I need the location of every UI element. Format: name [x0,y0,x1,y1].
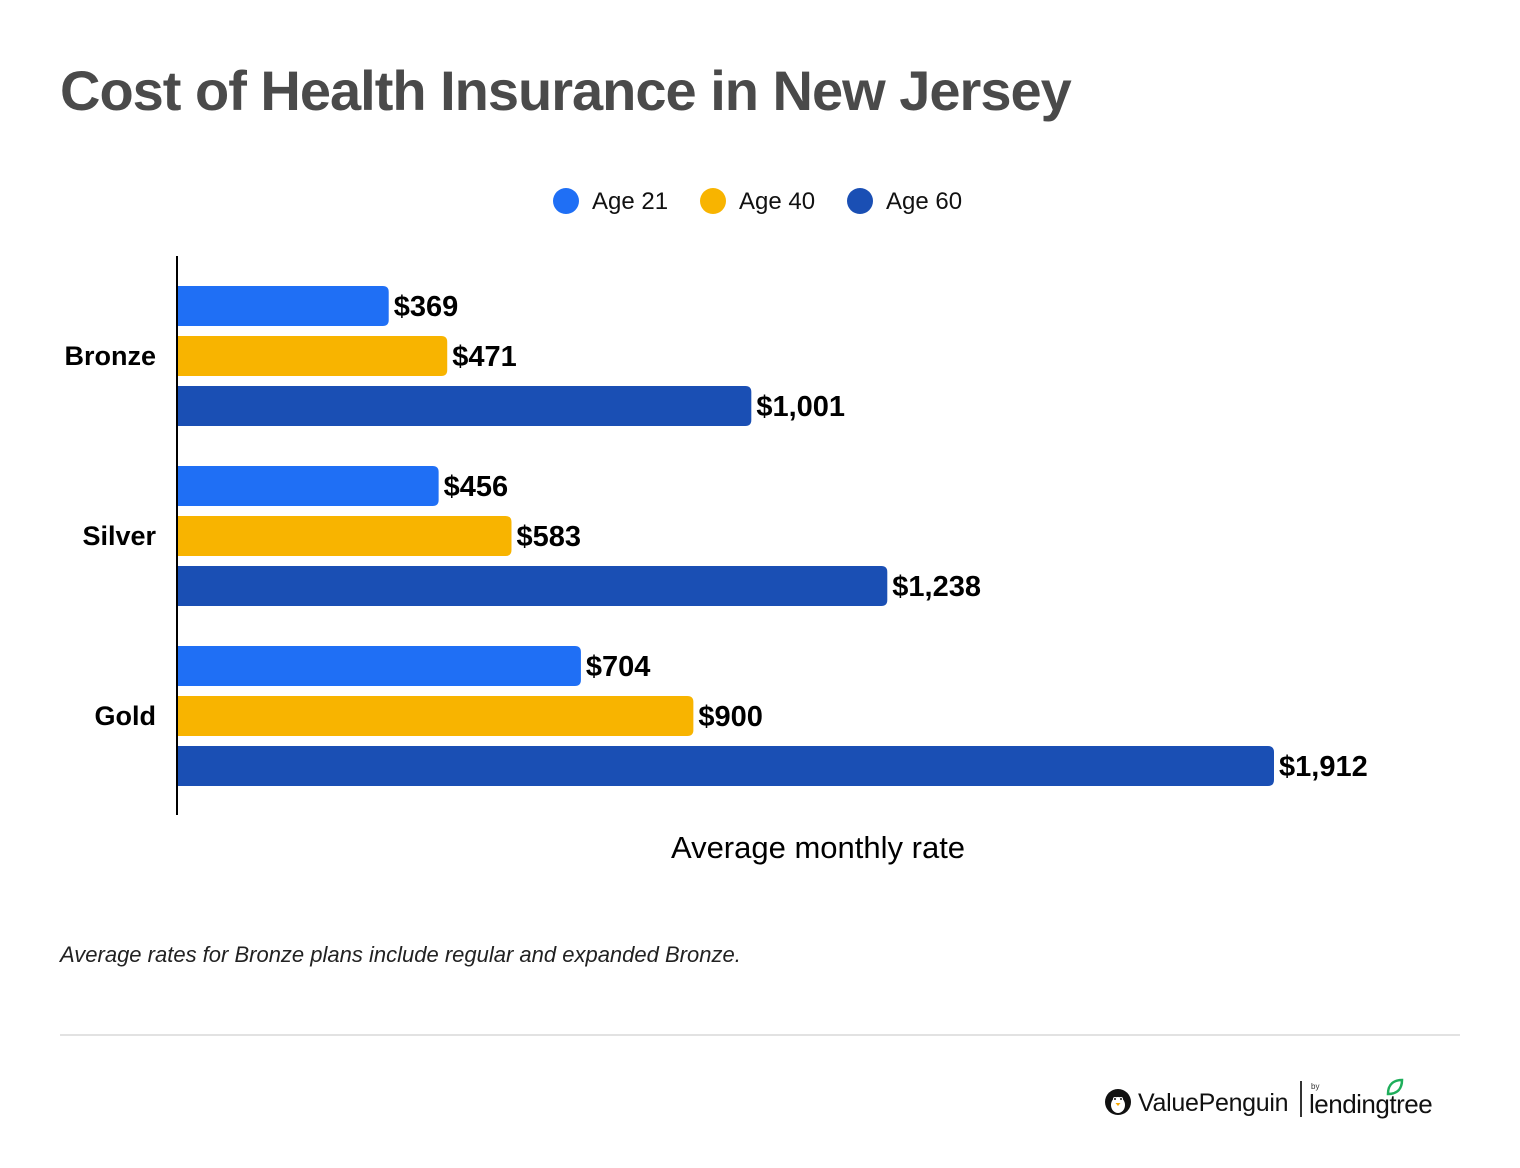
bar-gold-age-60 [177,746,1274,786]
legend-marker-age-40 [700,188,726,214]
data-label-gold-age-60: $1,912 [1279,751,1368,783]
bar-bronze-age-21 [177,286,389,326]
bar-silver-age-21 [177,466,439,506]
bar-bronze-age-40 [177,336,448,376]
bar-chart: Age 21 Age 40 Age 60 Bronze $369 $471 $1,001 Si… [64,188,1368,865]
data-label-gold-age-40: $900 [698,701,763,733]
legend-marker-age-60 [847,188,873,214]
chart-title: Cost of Health Insurance in New Jersey [60,59,1072,122]
brand-separator [1300,1081,1302,1117]
lendingtree-wordmark: lendingtree [1309,1089,1433,1119]
category-label-gold: Gold [95,701,157,731]
legend-marker-age-21 [553,188,579,214]
penguin-icon [1105,1089,1131,1115]
data-label-silver-age-40: $583 [516,521,581,553]
data-label-silver-age-60: $1,238 [892,571,981,603]
data-label-bronze-age-60: $1,001 [756,391,845,423]
brand-by-text: by [1311,1082,1320,1091]
footnote: Average rates for Bronze plans include r… [60,942,741,967]
legend-label-age-40: Age 40 [739,188,815,215]
category-label-bronze: Bronze [64,341,156,371]
data-label-silver-age-21: $456 [444,471,509,503]
bar-silver-age-60 [177,566,888,606]
brand-logo: ValuePenguin by lendingtree [1104,1078,1444,1122]
bar-bronze-age-60 [177,386,752,426]
bar-gold-age-21 [177,646,581,686]
bar-gold-age-40 [177,696,694,736]
data-label-bronze-age-40: $471 [452,341,517,373]
data-label-gold-age-21: $704 [586,651,651,683]
legend-label-age-60: Age 60 [886,188,962,215]
data-label-bronze-age-21: $369 [394,291,459,323]
valuepenguin-wordmark: ValuePenguin [1138,1089,1289,1117]
legend-label-age-21: Age 21 [592,188,668,215]
leaf-icon [1386,1078,1404,1096]
divider [60,1034,1460,1036]
bar-silver-age-40 [177,516,512,556]
category-label-silver: Silver [82,521,156,551]
x-axis-label: Average monthly rate [671,830,965,865]
